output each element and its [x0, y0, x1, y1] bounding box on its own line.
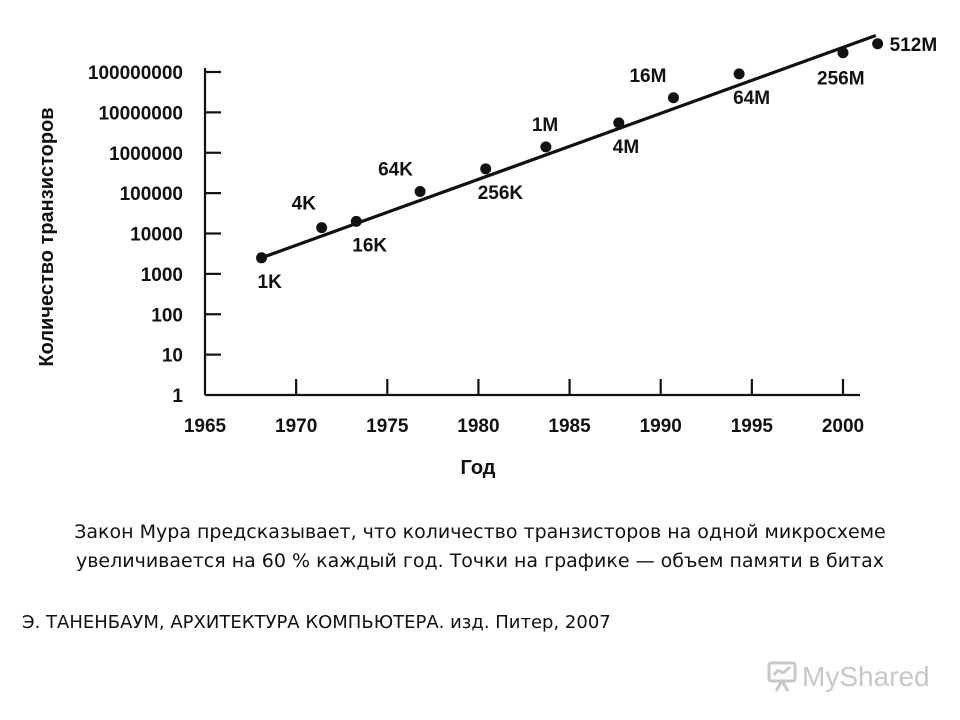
data-label-64m: 64M [733, 88, 770, 109]
data-point-4k [316, 222, 328, 234]
x-tick-group: 1965 1970 1975 1980 1985 1990 1995 2000 [184, 379, 864, 437]
data-point-64k [414, 185, 426, 197]
y-axis-title: Количество транзисторов [36, 107, 58, 366]
presentation-icon [767, 661, 797, 692]
data-label-1m: 1M [532, 115, 558, 136]
data-label-64k: 64K [378, 159, 413, 180]
data-points-group [256, 38, 884, 264]
source-citation: Э. ТАНЕНБАУМ, АРХИТЕКТУРА КОМПЬЮТЕРА. из… [22, 612, 611, 633]
point-labels-group: 1K 4K 16K 64K 256K 1M 4M 16M 64M 256M 512M [258, 35, 938, 293]
x-tick-label: 1975 [366, 416, 409, 437]
x-tick-label: 1985 [548, 416, 591, 437]
watermark-logo: MyShared [767, 661, 930, 692]
data-label-16k: 16K [352, 235, 387, 256]
y-tick-label: 10000 [130, 225, 183, 246]
figure-caption: Закон Мура предсказывает, что количество… [0, 518, 960, 576]
data-point-64m [733, 68, 745, 80]
y-tick-label: 1000000 [109, 144, 183, 165]
data-point-1k [256, 252, 268, 264]
y-tick-label: 10000000 [98, 103, 183, 124]
x-tick-label: 1980 [457, 416, 499, 437]
trend-line-group [260, 34, 877, 260]
data-point-16m [667, 92, 679, 104]
data-label-4k: 4K [292, 194, 317, 215]
trend-line [260, 34, 877, 260]
y-tick-label: 1 [172, 386, 183, 407]
data-point-1m [540, 141, 552, 153]
data-point-4m [613, 117, 625, 129]
caption-line-1: Закон Мура предсказывает, что количество… [74, 521, 886, 543]
x-tick-label: 1965 [184, 416, 227, 437]
data-point-512m [872, 38, 884, 50]
data-label-512m: 512M [890, 35, 938, 56]
x-tick-label: 1990 [640, 416, 682, 437]
y-tick-label: 1000 [141, 265, 183, 286]
data-point-16k [350, 215, 362, 227]
y-tick-label: 100000 [120, 184, 183, 205]
data-label-1k: 1K [258, 272, 283, 293]
data-point-256m [837, 47, 849, 59]
watermark-text: MyShared [802, 661, 930, 692]
caption-line-2: увеличивается на 60 % каждый год. Точки … [75, 550, 885, 572]
y-tick-group: 1 10 100 1000 10000 100000 1000000 10000000 1000… [88, 63, 221, 407]
y-tick-label: 10 [162, 346, 183, 367]
moores-law-chart: 1 10 100 1000 10000 100000 1000000 10000000 1000… [36, 34, 938, 479]
data-label-256k: 256K [478, 183, 524, 204]
x-tick-label: 1970 [275, 416, 317, 437]
x-tick-label: 1995 [731, 416, 774, 437]
x-axis-title: Год [461, 457, 496, 479]
data-label-256m: 256M [817, 69, 865, 90]
data-label-16m: 16M [629, 66, 666, 87]
x-tick-label: 2000 [822, 416, 864, 437]
y-tick-label: 100 [151, 305, 183, 326]
y-tick-label: 100000000 [88, 63, 183, 84]
data-point-256k [480, 163, 492, 175]
data-label-4m: 4M [613, 137, 639, 158]
